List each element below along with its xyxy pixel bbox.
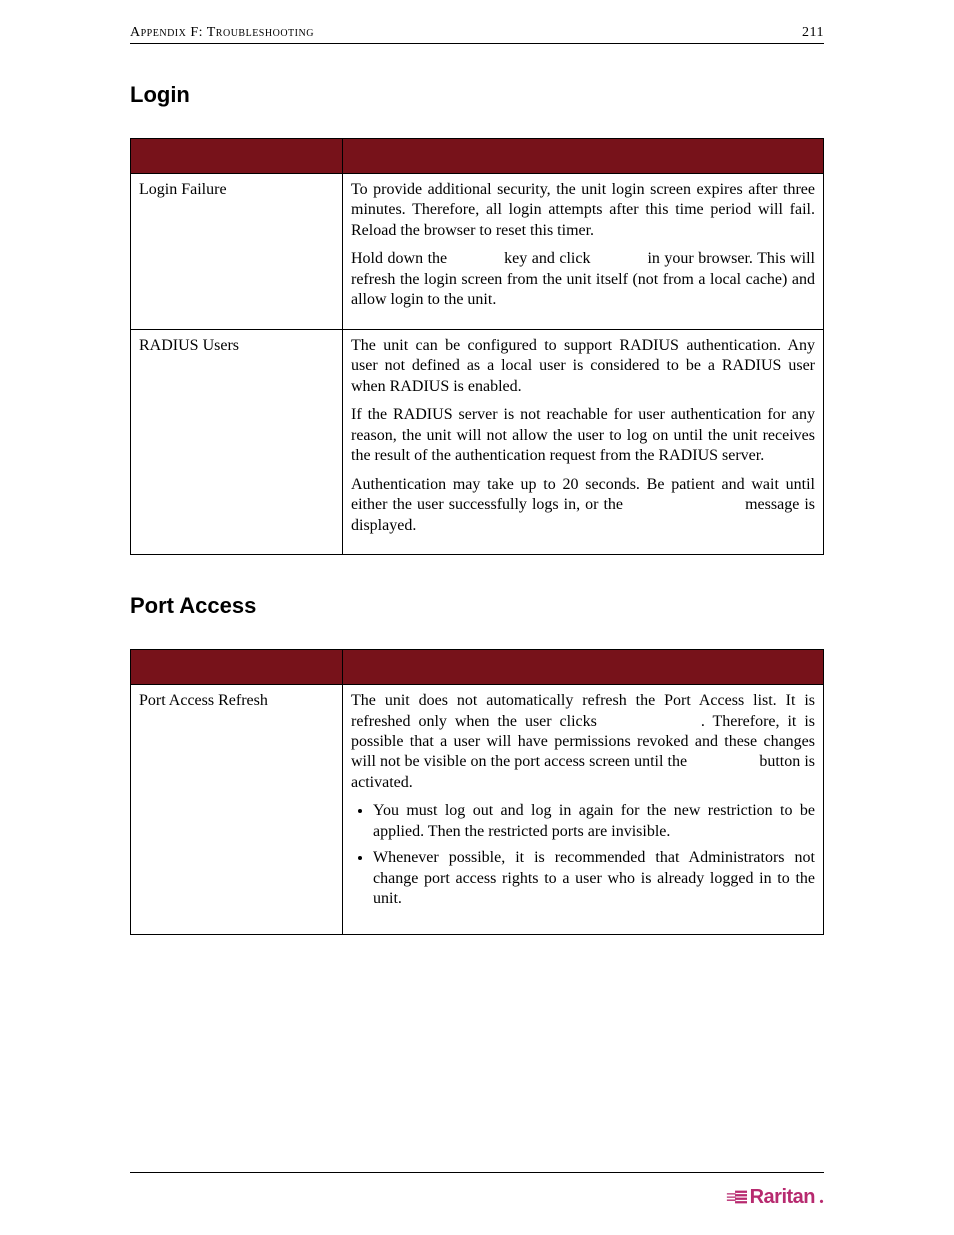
row-label: Login Failure: [131, 174, 343, 330]
table-header-blank: [343, 139, 824, 174]
page-header: Appendix F: Troubleshooting 211: [130, 25, 824, 44]
paragraph: Authentication may take up to 20 seconds…: [351, 475, 815, 536]
login-table: Login Failure To provide additional secu…: [130, 138, 824, 555]
footer-divider: [130, 1172, 824, 1173]
bullet-list: You must log out and log in again for th…: [351, 801, 815, 909]
table-row: RADIUS Users The unit can be configured …: [131, 329, 824, 554]
table-header-blank: [131, 650, 343, 685]
logo-mark-icon: ≡≣: [726, 1187, 746, 1208]
section-title-login: Login: [130, 82, 824, 108]
paragraph: The unit can be configured to support RA…: [351, 336, 815, 397]
paragraph: Hold down the key and click in your brow…: [351, 249, 815, 310]
table-header-blank: [343, 650, 824, 685]
page: Appendix F: Troubleshooting 211 Login Lo…: [0, 0, 954, 1235]
paragraph: If the RADIUS server is not reachable fo…: [351, 405, 815, 466]
list-item: Whenever possible, it is recommended tha…: [373, 848, 815, 909]
table-row: Port Access Refresh The unit does not au…: [131, 685, 824, 935]
footer-logo: ≡≣ Raritan.: [726, 1186, 824, 1209]
paragraph: To provide additional security, the unit…: [351, 180, 815, 241]
table-header-blank: [131, 139, 343, 174]
logo-brand-text: Raritan: [750, 1186, 815, 1209]
section-title-port-access: Port Access: [130, 593, 824, 619]
row-label: Port Access Refresh: [131, 685, 343, 935]
paragraph: The unit does not automatically refresh …: [351, 691, 815, 793]
header-left: Appendix F: Troubleshooting: [130, 25, 314, 41]
logo-dot: .: [819, 1186, 824, 1209]
port-access-table: Port Access Refresh The unit does not au…: [130, 649, 824, 935]
list-item: You must log out and log in again for th…: [373, 801, 815, 842]
table-row: Login Failure To provide additional secu…: [131, 174, 824, 330]
row-label: RADIUS Users: [131, 329, 343, 554]
header-page-number: 211: [802, 25, 824, 41]
row-desc: To provide additional security, the unit…: [343, 174, 824, 330]
row-desc: The unit can be configured to support RA…: [343, 329, 824, 554]
row-desc: The unit does not automatically refresh …: [343, 685, 824, 935]
